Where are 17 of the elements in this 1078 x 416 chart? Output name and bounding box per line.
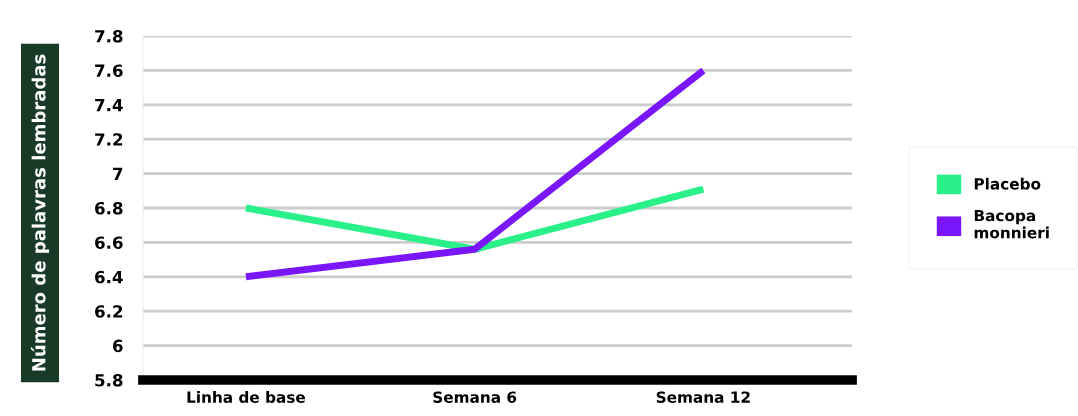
y-tick-label: 7.2 bbox=[95, 133, 123, 146]
legend-label: Placebo bbox=[974, 177, 1041, 190]
y-tick-label: 5.8 bbox=[95, 373, 123, 387]
x-tick-label: Semana 6 bbox=[433, 391, 517, 403]
y-tick-label: 7.6 bbox=[95, 64, 123, 77]
y-tick-label: 6.6 bbox=[95, 236, 123, 249]
y-tick-label: 7.8 bbox=[95, 29, 123, 43]
y-tick-label: 6.2 bbox=[95, 305, 123, 318]
legend-label: Bacopa monnieri bbox=[974, 209, 1049, 239]
y-tick-label: 7.4 bbox=[95, 98, 123, 112]
x-tick-label: Linha de base bbox=[187, 391, 306, 403]
y-tick-label: 7 bbox=[113, 167, 123, 180]
y-tick-label: 6.8 bbox=[95, 201, 123, 215]
x-tick-label: Semana 12 bbox=[656, 391, 750, 403]
y-tick-label: 6 bbox=[112, 339, 123, 353]
y-tick-label: 6.4 bbox=[95, 270, 123, 284]
y-axis-title: Número de palavras lembradas bbox=[30, 54, 50, 371]
